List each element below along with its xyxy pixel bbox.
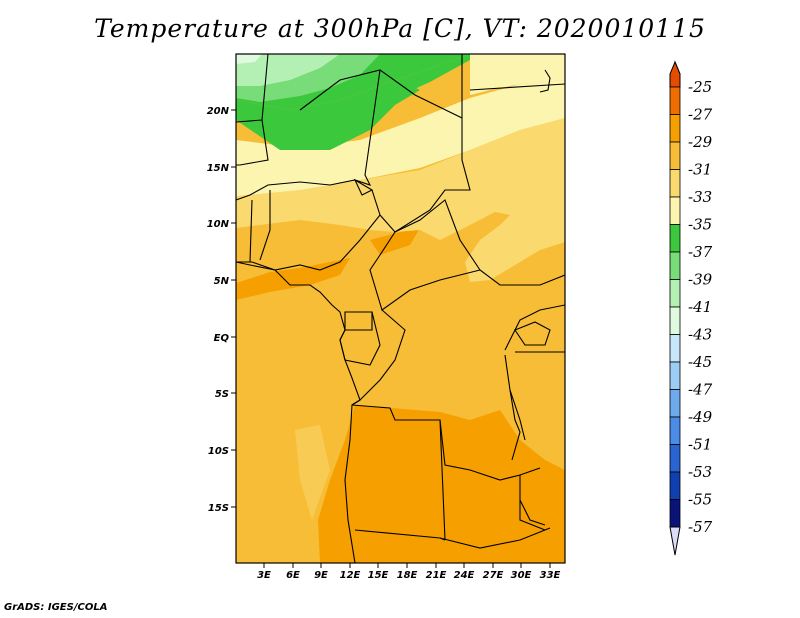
border-niger-chad: [299, 69, 471, 233]
border-caprivi: [439, 527, 551, 549]
field-band-33: [236, 80, 565, 196]
lat-label-5s: 5S: [215, 389, 229, 400]
map-frame: [235, 53, 566, 564]
coast-nile: [539, 69, 551, 93]
colorbar-label: -41: [688, 298, 712, 316]
field-band-31: [236, 118, 565, 282]
lat-label-10s: 10S: [208, 446, 229, 457]
colorbar-labels: -25 -27 -29 -31 -33 -35 -37 -39 -41 -43 -45 -47 -49 -…: [688, 78, 713, 536]
colorbar-segment: [669, 169, 681, 198]
colorbar-label: -35: [688, 216, 712, 234]
border-congo: [359, 309, 406, 401]
border-angola-zambia: [439, 419, 446, 541]
lon-label-33e: 33E: [540, 570, 561, 581]
lon-label-24e: 24E: [454, 570, 475, 581]
field-10n-patch: [370, 228, 420, 255]
colorbar-segment: [669, 86, 681, 115]
lon-label-6e: 6E: [286, 570, 300, 581]
colorbar-label: -47: [688, 381, 713, 399]
field-ne-patch: [470, 54, 565, 95]
field-band-37b: [236, 54, 475, 130]
colorbar-label: -43: [688, 326, 712, 344]
colorbar-bottom-arrow: [669, 526, 681, 556]
lon-label-21e: 21E: [426, 570, 447, 581]
colorbar-label: -53: [688, 463, 712, 481]
lake-victoria: [514, 321, 551, 346]
border-malawi: [519, 475, 546, 531]
field-band-41: [236, 54, 340, 86]
field-band-37c: [236, 80, 420, 150]
colorbar-label: -45: [688, 353, 712, 371]
colorbar-segment: [669, 114, 681, 143]
lat-label-15n: 15N: [207, 163, 230, 174]
colorbar-label: -51: [688, 436, 712, 454]
lat-label-eq: EQ: [214, 333, 230, 344]
colorbar-segment: [669, 279, 681, 308]
border-togo: [249, 199, 253, 263]
colorbar-segment: [669, 389, 681, 418]
border-benin: [259, 190, 271, 261]
lon-label-30e: 30E: [511, 570, 532, 581]
colorbar-segment: [669, 251, 681, 280]
lon-label-18e: 18E: [397, 570, 418, 581]
lon-label-27e: 27E: [483, 570, 504, 581]
lon-label-9e: 9E: [314, 570, 328, 581]
colorbar-label: -31: [688, 161, 712, 179]
colorbar-segment: [669, 471, 681, 500]
lat-label-20n: 20N: [207, 106, 230, 117]
border-niger-south: [236, 69, 381, 201]
colorbar-segment: [669, 361, 681, 390]
lake-chad: [353, 178, 374, 196]
colorbar-segment: [669, 416, 681, 445]
colorbar-label: -37: [688, 243, 713, 261]
colorbar-segment: [669, 499, 681, 528]
grads-credit: GrADS: IGES/COLA: [4, 602, 108, 613]
border-angola-drc: [351, 404, 541, 481]
colorbar-top-arrow-fill: [669, 60, 681, 88]
colorbar-label: -39: [688, 271, 713, 289]
colorbar-segment: [669, 224, 681, 253]
field-5n-band: [236, 258, 350, 300]
border-car-sudan: [379, 199, 565, 286]
colorbar-label: -57: [688, 518, 713, 536]
colorbar-segments: [669, 86, 681, 528]
colorbar-label: -49: [688, 408, 713, 426]
colorbar-label: -33: [688, 188, 712, 206]
colorbar-segment: [669, 334, 681, 363]
colorbar-segment: [669, 306, 681, 335]
coastline: [236, 69, 551, 563]
colorbar-label: -25: [688, 78, 712, 96]
map-title: Temperature at 300hPa [C], VT: 202001011…: [94, 14, 706, 43]
lon-label-12e: 12E: [340, 570, 361, 581]
country-borders: [236, 54, 565, 549]
border-nigeria-coast: [236, 189, 381, 271]
lat-axis: 20N 15N 10N 5N EQ 5S 10S 15S: [207, 106, 236, 514]
lon-label-15e: 15E: [368, 570, 389, 581]
border-lakes: [504, 354, 526, 441]
border-west-sahel: [236, 119, 269, 166]
lon-label-3e: 3E: [257, 570, 271, 581]
field-coast-patch: [295, 425, 330, 520]
lat-label-15s: 15S: [208, 503, 229, 514]
lake-tanganyika: [509, 389, 521, 461]
colorbar-segment: [669, 444, 681, 473]
lon-axis: 3E 6E 9E 12E 15E 18E 21E 24E 27E 30E 33E: [257, 563, 561, 581]
colorbar-label: -55: [688, 491, 712, 509]
colorbar: -25 -27 -29 -31 -33 -35 -37 -39 -41 -43 -45 -47 -49 -…: [669, 60, 713, 556]
colorbar-segment: [669, 141, 681, 170]
lat-label-5n: 5N: [214, 276, 230, 287]
colorbar-label: -29: [688, 133, 713, 151]
colorbar-label: -27: [688, 106, 713, 124]
field-band-43: [236, 54, 262, 64]
lake-malawi: [519, 499, 546, 526]
temperature-field: [236, 54, 565, 563]
lat-label-10n: 10N: [207, 219, 230, 230]
border-eq-guinea: [344, 311, 373, 331]
border-uganda: [504, 304, 565, 351]
colorbar-segment: [669, 196, 681, 225]
coast-west: [236, 261, 361, 563]
